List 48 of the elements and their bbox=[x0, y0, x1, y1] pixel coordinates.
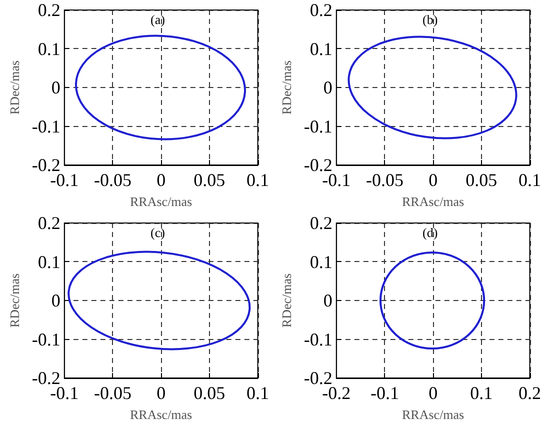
x-tick-label: 0 bbox=[428, 383, 438, 403]
x-axis-title: RRAsc/mas bbox=[402, 407, 464, 422]
x-tick-label: 0.05 bbox=[194, 383, 226, 403]
y-tick-label: 0.1 bbox=[38, 38, 60, 59]
y-tick-label: -0.1 bbox=[304, 116, 332, 136]
y-tick-label: 0.2 bbox=[310, 213, 332, 233]
annotation: (d) bbox=[422, 225, 438, 240]
x-tick-label: -0.05 bbox=[94, 170, 132, 190]
x-axis-title: RRAsc/mas bbox=[130, 194, 192, 209]
x-tick-label: -0.05 bbox=[94, 383, 132, 403]
y-tick-label: 0.1 bbox=[310, 252, 332, 272]
x-tick-label: 0.05 bbox=[466, 170, 498, 190]
y-tick-label: 0 bbox=[51, 78, 60, 98]
y-tick-label: 0.1 bbox=[310, 38, 332, 59]
y-tick-label: -0.2 bbox=[32, 368, 60, 388]
y-tick-label: -0.2 bbox=[304, 155, 332, 175]
x-tick-label: 0.1 bbox=[518, 170, 541, 190]
x-tick-label: 0 bbox=[156, 383, 166, 403]
x-tick-label: 0.2 bbox=[518, 383, 541, 403]
y-tick-label: 0.1 bbox=[38, 252, 60, 272]
y-axis-title: RDec/mas bbox=[279, 60, 294, 115]
y-axis-title: RDec/mas bbox=[7, 273, 22, 328]
annotation: (c) bbox=[150, 225, 165, 240]
x-axis-title: RRAsc/mas bbox=[402, 194, 464, 209]
x-tick-label: 0.05 bbox=[194, 170, 226, 190]
y-tick-label: 0 bbox=[51, 290, 60, 310]
y-tick-label: 0.2 bbox=[38, 0, 60, 20]
y-tick-label: -0.1 bbox=[32, 329, 60, 350]
y-tick-label: 0 bbox=[323, 290, 332, 310]
annotation: (b) bbox=[422, 12, 438, 27]
x-tick-label: -0.1 bbox=[370, 383, 399, 403]
y-tick-label: -0.1 bbox=[304, 329, 332, 350]
y-tick-label: 0.2 bbox=[310, 0, 332, 20]
x-tick-label: 0.1 bbox=[246, 170, 269, 190]
x-tick-label: 0 bbox=[156, 170, 166, 190]
y-axis-title: RDec/mas bbox=[7, 60, 22, 115]
y-tick-label: -0.2 bbox=[32, 155, 60, 175]
x-tick-label: 0.1 bbox=[470, 383, 493, 403]
x-tick-label: 0 bbox=[428, 170, 438, 190]
y-axis-title: RDec/mas bbox=[279, 273, 294, 328]
x-tick-label: 0.1 bbox=[246, 383, 269, 403]
y-tick-label: -0.1 bbox=[32, 116, 60, 136]
y-tick-label: 0.2 bbox=[38, 213, 60, 233]
x-tick-label: -0.05 bbox=[366, 170, 404, 190]
annotation: (a) bbox=[150, 12, 165, 27]
x-axis-title: RRAsc/mas bbox=[130, 407, 192, 422]
y-tick-label: -0.2 bbox=[304, 368, 332, 388]
y-tick-label: 0 bbox=[323, 78, 332, 98]
